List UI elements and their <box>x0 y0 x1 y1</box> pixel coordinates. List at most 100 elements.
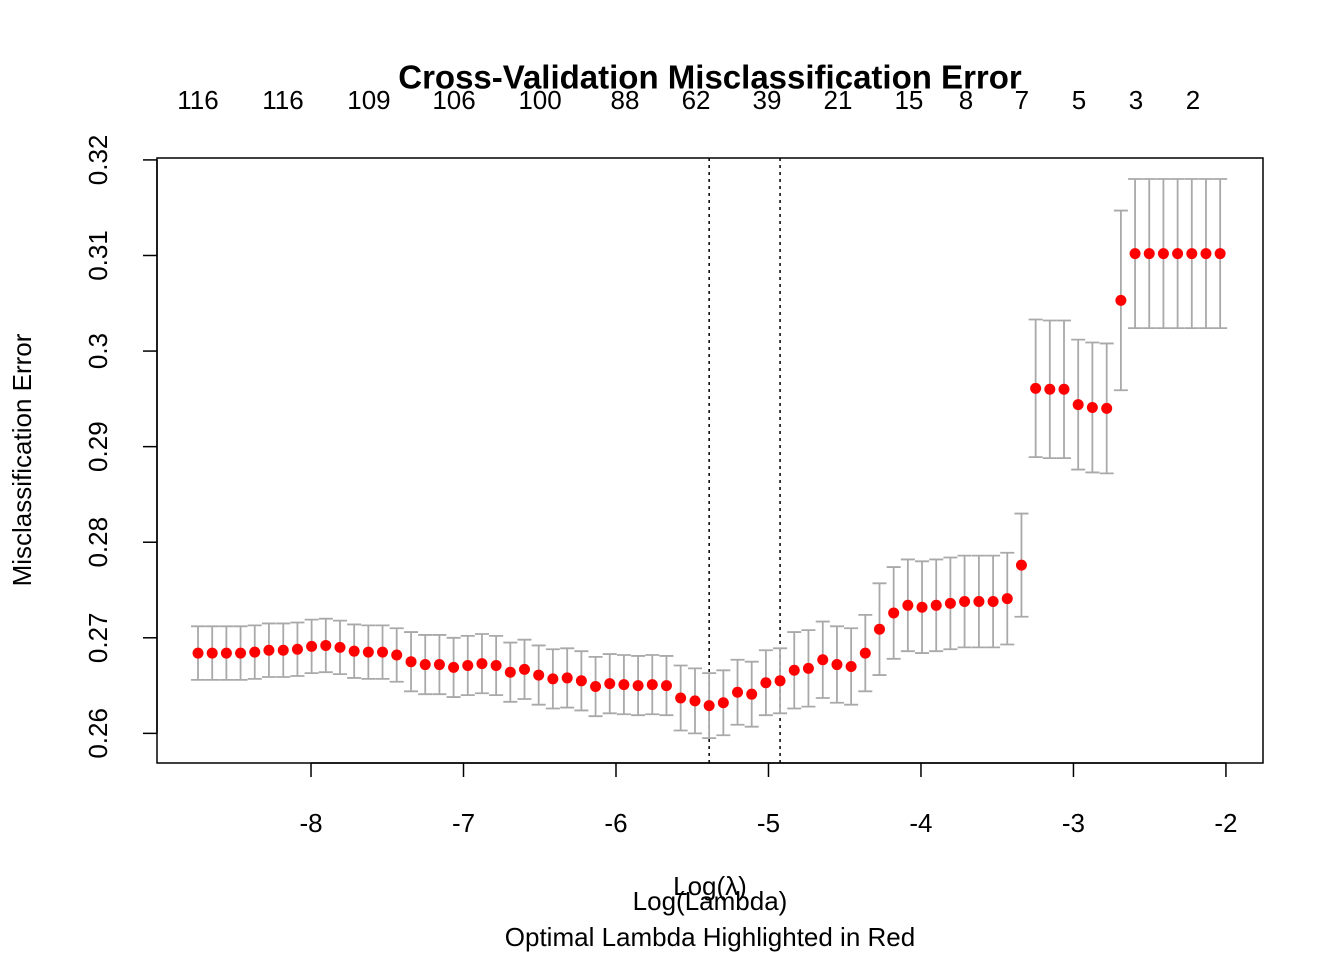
point <box>220 647 232 659</box>
point <box>263 644 275 656</box>
point <box>320 639 332 651</box>
point <box>419 659 431 671</box>
point <box>462 660 474 672</box>
point <box>448 661 460 673</box>
point <box>1129 248 1141 260</box>
point <box>476 658 488 670</box>
point <box>1001 593 1013 605</box>
point <box>604 678 616 690</box>
point <box>533 669 545 681</box>
point <box>192 647 204 659</box>
point <box>944 597 956 609</box>
point <box>1200 248 1212 260</box>
point <box>746 688 758 700</box>
point <box>1172 248 1184 260</box>
point <box>334 641 346 653</box>
point <box>249 646 261 658</box>
point <box>1115 294 1127 306</box>
point <box>817 654 829 666</box>
point <box>930 599 942 611</box>
point <box>547 673 559 685</box>
point <box>575 675 587 687</box>
y-tick-label: 0.29 <box>83 421 113 472</box>
point <box>717 697 729 709</box>
point <box>206 647 218 659</box>
point <box>504 666 516 678</box>
point <box>1015 559 1027 571</box>
top-tick-label: 7 <box>1015 85 1029 115</box>
x-axis-label-2: Log(Lambda) <box>633 886 788 916</box>
top-tick-label: 88 <box>611 85 640 115</box>
point <box>306 640 318 652</box>
point <box>660 680 672 692</box>
y-tick-label: 0.27 <box>83 612 113 663</box>
point <box>1044 383 1056 395</box>
top-tick-label: 3 <box>1129 85 1143 115</box>
x-tick-label: -4 <box>909 808 932 838</box>
top-tick-label: 116 <box>177 85 218 115</box>
top-tick-label: 39 <box>752 85 781 115</box>
point <box>845 660 857 672</box>
point <box>1030 382 1042 394</box>
point <box>859 647 871 659</box>
point <box>618 679 630 691</box>
point <box>1214 248 1226 260</box>
point <box>391 649 403 661</box>
x-tick-label: -3 <box>1062 808 1085 838</box>
point <box>1058 383 1070 395</box>
point <box>490 660 502 672</box>
point <box>788 664 800 676</box>
point <box>888 607 900 619</box>
point <box>902 599 914 611</box>
point <box>916 601 928 613</box>
top-tick-label: 21 <box>824 85 853 115</box>
top-tick-label: 100 <box>518 85 561 115</box>
top-tick-label: 109 <box>347 85 390 115</box>
point <box>689 695 701 707</box>
top-tick-label: 8 <box>959 85 973 115</box>
y-tick-label: 0.28 <box>83 517 113 568</box>
top-tick-label: 106 <box>432 85 475 115</box>
subtitle: Optimal Lambda Highlighted in Red <box>505 922 915 952</box>
chart-title: Cross-Validation Misclassification Error <box>398 59 1022 96</box>
x-tick-label: -6 <box>604 808 627 838</box>
point <box>561 672 573 684</box>
top-tick-label: 15 <box>894 85 923 115</box>
point <box>675 692 687 704</box>
point <box>518 663 530 675</box>
point <box>1072 399 1084 411</box>
point <box>774 675 786 687</box>
top-tick-label: 2 <box>1186 85 1200 115</box>
x-tick-label: -8 <box>299 808 322 838</box>
point <box>362 646 374 658</box>
x-axis-label: Log(λ) <box>673 871 747 901</box>
y-axis-label: Misclassification Error <box>7 333 37 586</box>
point <box>959 595 971 607</box>
point <box>646 679 658 691</box>
point <box>1086 401 1098 413</box>
top-tick-label: 5 <box>1072 85 1086 115</box>
point <box>973 595 985 607</box>
point <box>1157 248 1169 260</box>
y-tick-label: 0.31 <box>83 230 113 281</box>
y-tick-label: 0.3 <box>83 333 113 369</box>
point <box>632 680 644 692</box>
point <box>277 644 289 656</box>
point <box>235 647 247 659</box>
point <box>760 677 772 689</box>
point <box>831 659 843 671</box>
point <box>1101 402 1113 414</box>
top-tick-label: 62 <box>682 85 711 115</box>
point <box>703 700 715 712</box>
y-tick-label: 0.26 <box>83 708 113 759</box>
point <box>873 623 885 635</box>
point <box>732 686 744 698</box>
point <box>987 595 999 607</box>
point <box>405 656 417 668</box>
point <box>1143 248 1155 260</box>
point <box>802 662 814 674</box>
x-tick-label: -2 <box>1214 808 1237 838</box>
top-tick-label: 116 <box>262 85 303 115</box>
x-tick-label: -7 <box>452 808 475 838</box>
